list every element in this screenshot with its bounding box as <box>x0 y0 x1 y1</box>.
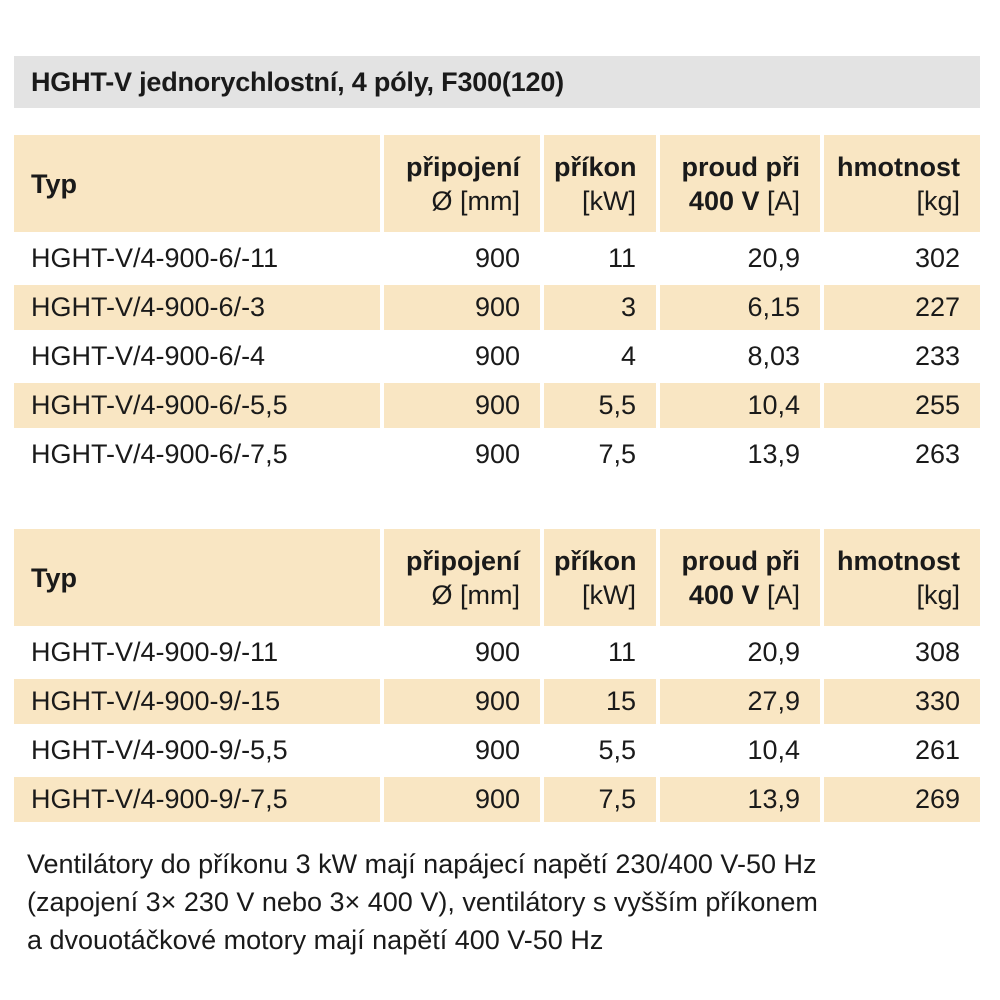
header-prikon-unit: [kW] <box>582 579 636 610</box>
header-prikon-unit: [kW] <box>582 185 636 216</box>
cell-hmotnost: 302 <box>824 236 980 285</box>
table-row: HGHT-V/4-900-9/-7,5 900 7,5 13,9 269 <box>14 777 980 826</box>
cell-typ: HGHT-V/4-900-9/-7,5 <box>14 777 384 826</box>
header-pripojeni: připojení Ø [mm] <box>384 135 544 236</box>
cell-pripojeni: 900 <box>384 432 544 481</box>
cell-prikon: 7,5 <box>544 432 660 481</box>
table-row: HGHT-V/4-900-6/-4 900 4 8,03 233 <box>14 334 980 383</box>
cell-pripojeni: 900 <box>384 630 544 679</box>
cell-proud: 20,9 <box>660 236 824 285</box>
cell-proud: 20,9 <box>660 630 824 679</box>
cell-hmotnost: 233 <box>824 334 980 383</box>
header-hmotnost: hmotnost [kg] <box>824 135 980 236</box>
cell-pripojeni: 900 <box>384 679 544 728</box>
header-hmotnost-unit: [kg] <box>916 185 960 216</box>
header-hmotnost-unit: [kg] <box>916 579 960 610</box>
cell-typ: HGHT-V/4-900-9/-5,5 <box>14 728 384 777</box>
footnote-line: a dvouotáčkové motory mají napětí 400 V-… <box>27 925 604 955</box>
header-pripojeni: připojení Ø [mm] <box>384 529 544 630</box>
cell-prikon: 5,5 <box>544 383 660 432</box>
spec-table-2: Typ připojení Ø [mm] příkon [kW] proud p… <box>14 529 980 826</box>
cell-prikon: 4 <box>544 334 660 383</box>
table-row: HGHT-V/4-900-6/-5,5 900 5,5 10,4 255 <box>14 383 980 432</box>
footnote: Ventilátory do příkonu 3 kW mají napájec… <box>27 845 987 959</box>
cell-typ: HGHT-V/4-900-6/-11 <box>14 236 384 285</box>
cell-prikon: 7,5 <box>544 777 660 826</box>
cell-typ: HGHT-V/4-900-6/-3 <box>14 285 384 334</box>
cell-typ: HGHT-V/4-900-6/-4 <box>14 334 384 383</box>
cell-hmotnost: 227 <box>824 285 980 334</box>
page-title: HGHT-V jednorychlostní, 4 póly, F300(120… <box>14 56 980 108</box>
header-proud-unit: [A] <box>759 185 800 216</box>
cell-proud: 13,9 <box>660 432 824 481</box>
cell-typ: HGHT-V/4-900-6/-7,5 <box>14 432 384 481</box>
cell-pripojeni: 900 <box>384 236 544 285</box>
cell-prikon: 11 <box>544 630 660 679</box>
table-row: HGHT-V/4-900-9/-11 900 11 20,9 308 <box>14 630 980 679</box>
cell-prikon: 3 <box>544 285 660 334</box>
header-hmotnost-label: hmotnost <box>837 151 960 182</box>
cell-hmotnost: 261 <box>824 728 980 777</box>
header-proud: proud při 400 V [A] <box>660 529 824 630</box>
header-proud-voltage: 400 V <box>688 579 760 610</box>
header-proud: proud při 400 V [A] <box>660 135 824 236</box>
cell-proud: 13,9 <box>660 777 824 826</box>
cell-hmotnost: 255 <box>824 383 980 432</box>
cell-pripojeni: 900 <box>384 777 544 826</box>
header-typ: Typ <box>14 135 384 236</box>
header-prikon-label: příkon <box>554 151 637 182</box>
header-proud-voltage: 400 V <box>688 185 760 216</box>
header-pripojeni-unit: Ø [mm] <box>431 185 521 216</box>
header-proud-label: proud při <box>681 151 800 182</box>
table-row: HGHT-V/4-900-6/-11 900 11 20,9 302 <box>14 236 980 285</box>
header-pripojeni-label: připojení <box>406 151 520 182</box>
cell-prikon: 15 <box>544 679 660 728</box>
header-hmotnost: hmotnost [kg] <box>824 529 980 630</box>
header-prikon: příkon [kW] <box>544 529 660 630</box>
cell-proud: 10,4 <box>660 728 824 777</box>
cell-hmotnost: 263 <box>824 432 980 481</box>
header-proud-label: proud při <box>681 545 800 576</box>
table-row: HGHT-V/4-900-6/-3 900 3 6,15 227 <box>14 285 980 334</box>
cell-proud: 8,03 <box>660 334 824 383</box>
header-typ: Typ <box>14 529 384 630</box>
cell-pripojeni: 900 <box>384 383 544 432</box>
cell-hmotnost: 269 <box>824 777 980 826</box>
header-proud-unit: [A] <box>759 579 800 610</box>
cell-typ: HGHT-V/4-900-6/-5,5 <box>14 383 384 432</box>
cell-typ: HGHT-V/4-900-9/-15 <box>14 679 384 728</box>
table-row: HGHT-V/4-900-9/-5,5 900 5,5 10,4 261 <box>14 728 980 777</box>
header-pripojeni-unit: Ø [mm] <box>431 579 521 610</box>
table-header-row: Typ připojení Ø [mm] příkon [kW] proud p… <box>14 135 980 236</box>
header-prikon-label: příkon <box>554 545 637 576</box>
cell-proud: 10,4 <box>660 383 824 432</box>
header-prikon: příkon [kW] <box>544 135 660 236</box>
cell-pripojeni: 900 <box>384 334 544 383</box>
cell-prikon: 5,5 <box>544 728 660 777</box>
cell-pripojeni: 900 <box>384 285 544 334</box>
footnote-line: Ventilátory do příkonu 3 kW mají napájec… <box>27 849 817 879</box>
footnote-line: (zapojení 3× 230 V nebo 3× 400 V), venti… <box>27 887 818 917</box>
cell-proud: 27,9 <box>660 679 824 728</box>
header-hmotnost-label: hmotnost <box>837 545 960 576</box>
cell-pripojeni: 900 <box>384 728 544 777</box>
header-pripojeni-label: připojení <box>406 545 520 576</box>
cell-proud: 6,15 <box>660 285 824 334</box>
spec-table-1: Typ připojení Ø [mm] příkon [kW] proud p… <box>14 135 980 481</box>
cell-hmotnost: 330 <box>824 679 980 728</box>
cell-prikon: 11 <box>544 236 660 285</box>
table-header-row: Typ připojení Ø [mm] příkon [kW] proud p… <box>14 529 980 630</box>
cell-hmotnost: 308 <box>824 630 980 679</box>
table-row: HGHT-V/4-900-9/-15 900 15 27,9 330 <box>14 679 980 728</box>
table-row: HGHT-V/4-900-6/-7,5 900 7,5 13,9 263 <box>14 432 980 481</box>
cell-typ: HGHT-V/4-900-9/-11 <box>14 630 384 679</box>
